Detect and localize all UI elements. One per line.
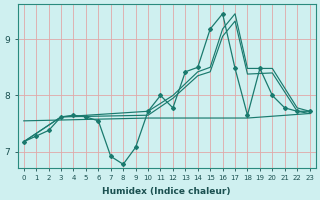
X-axis label: Humidex (Indice chaleur): Humidex (Indice chaleur) — [102, 187, 231, 196]
